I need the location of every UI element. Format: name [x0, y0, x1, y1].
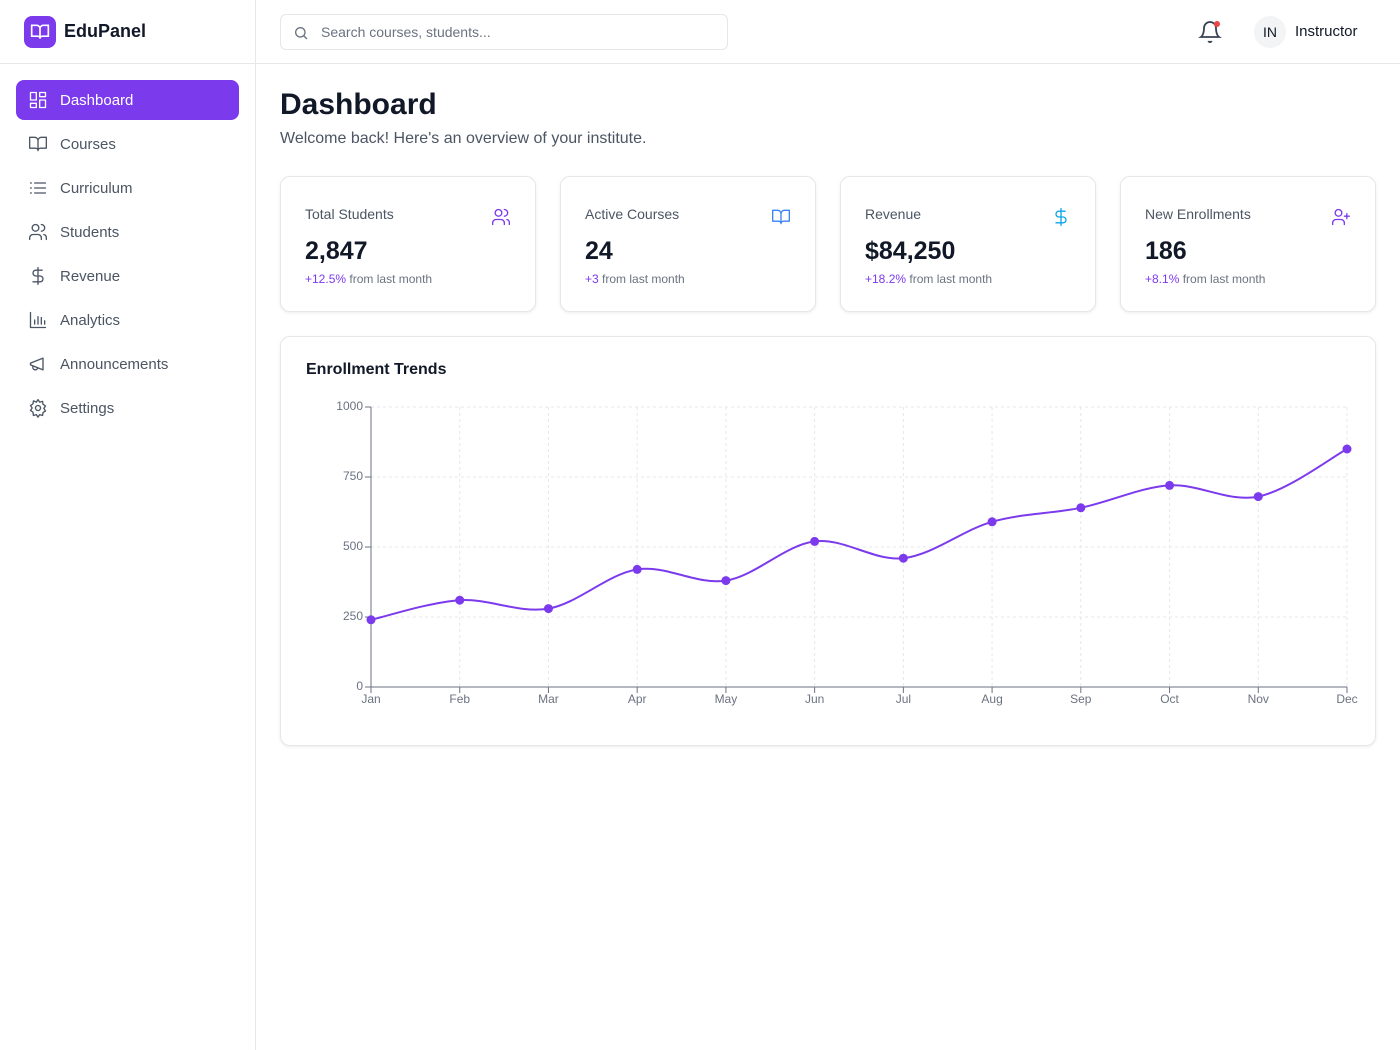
point	[632, 564, 642, 574]
chart-card: Enrollment Trends 0 250 500 750 1000 Jan Feb Ma…	[280, 336, 1376, 746]
stat-value: 2,847	[305, 237, 368, 265]
change-value: +8.1%	[1145, 272, 1180, 286]
nav-item[interactable]: Curriculum	[16, 168, 239, 208]
nav: Dashboard Courses Curriculum Students Re…	[0, 64, 255, 448]
point	[1253, 492, 1263, 502]
x-tick-label: Oct	[1160, 692, 1179, 706]
point	[1342, 444, 1352, 454]
chart-title: Enrollment Trends	[306, 361, 447, 378]
stat-label: Total Students	[305, 206, 394, 222]
change-value: +12.5%	[305, 272, 347, 286]
nav-label: Courses	[60, 135, 116, 153]
stat-change: +12.5% from last month	[305, 272, 432, 286]
stat-card: Active Courses 24 +3 from last month	[560, 176, 816, 312]
point	[810, 536, 820, 546]
change-value: +3	[585, 272, 599, 286]
nav-label: Curriculum	[60, 179, 133, 197]
logo	[24, 15, 56, 48]
search-box[interactable]: Search courses, students...	[280, 14, 728, 50]
nav-item[interactable]: Students	[16, 212, 239, 252]
change-note: from last month	[909, 272, 993, 286]
x-tick-label: Dec	[1336, 692, 1357, 706]
x-tick-label: May	[715, 692, 738, 706]
stat-card: Total Students 2,847 +12.5% from last mo…	[280, 176, 536, 312]
point	[366, 615, 376, 625]
point	[1165, 480, 1175, 490]
stat-card: Revenue $84,250 +18.2% from last month	[840, 176, 1096, 312]
change-note: from last month	[602, 272, 685, 286]
point	[455, 595, 465, 605]
stat-value: 186	[1145, 237, 1187, 265]
stat-card: New Enrollments 186 +8.1% from last mont…	[1120, 176, 1376, 312]
point	[987, 517, 997, 527]
nav-label: Revenue	[60, 267, 121, 285]
stat-label: New Enrollments	[1145, 206, 1251, 222]
y-tick-label: 0	[356, 679, 363, 693]
x-tick-label: Apr	[628, 692, 647, 706]
page-subtitle: Welcome back! Here's an overview of your…	[280, 130, 647, 147]
stat-value: $84,250	[865, 237, 956, 265]
x-tick-label: Jan	[361, 692, 380, 706]
search-placeholder: Search courses, students...	[321, 24, 491, 40]
x-tick-label: Sep	[1070, 692, 1092, 706]
nav-item[interactable]: Revenue	[16, 256, 239, 296]
page-title: Dashboard	[280, 88, 437, 121]
chart: Enrollment Trends 0 250 500 750 1000 Jan Feb Ma…	[306, 361, 1358, 706]
nav-item[interactable]: Analytics	[16, 300, 239, 340]
nav-item[interactable]: Settings	[16, 388, 239, 428]
y-tick-label: 750	[343, 469, 363, 483]
nav-label: Dashboard	[60, 91, 134, 109]
stat-change: +18.2% from last month	[865, 272, 992, 286]
point	[898, 553, 908, 563]
brand-name: EduPanel	[64, 21, 147, 41]
x-tick-label: Aug	[981, 692, 1002, 706]
x-tick-label: Jul	[896, 692, 911, 706]
nav-label: Announcements	[60, 355, 169, 373]
nav-item[interactable]: Dashboard	[16, 80, 239, 120]
nav-label: Analytics	[60, 311, 121, 329]
x-tick-label: Feb	[449, 692, 470, 706]
avatar[interactable]: IN	[1254, 16, 1286, 48]
stat-change: +3 from last month	[585, 272, 685, 286]
nav-item[interactable]: Courses	[16, 124, 239, 164]
user-name[interactable]: Instructor	[1295, 23, 1358, 40]
point	[721, 576, 731, 586]
x-tick-label: Jun	[805, 692, 824, 706]
stat-change: +8.1% from last month	[1145, 272, 1265, 286]
nav-item[interactable]: Announcements	[16, 344, 239, 384]
point	[1076, 503, 1086, 513]
line	[370, 448, 1348, 621]
y-tick-label: 250	[343, 609, 363, 623]
nav-label: Students	[60, 223, 120, 241]
stat-label: Active Courses	[585, 206, 680, 222]
user-initials: IN	[1263, 24, 1277, 40]
y-tick-label: 500	[343, 539, 363, 553]
stat-value: 24	[585, 237, 613, 265]
y-tick-label: 1000	[336, 399, 363, 413]
x-tick-label: Mar	[538, 692, 559, 706]
brand: EduPanel	[0, 0, 255, 64]
nav-label: Settings	[60, 399, 115, 417]
point	[543, 604, 553, 614]
notifications[interactable]	[1198, 20, 1222, 44]
topbar: Search courses, students... IN Instructo…	[256, 0, 1400, 64]
change-note: from last month	[349, 272, 433, 286]
change-note: from last month	[1182, 272, 1266, 286]
sidebar: EduPanel Dashboard Courses Curriculum St…	[0, 0, 256, 1050]
stat-label: Revenue	[865, 206, 922, 222]
x-tick-label: Nov	[1248, 692, 1269, 706]
change-value: +18.2%	[865, 272, 907, 286]
